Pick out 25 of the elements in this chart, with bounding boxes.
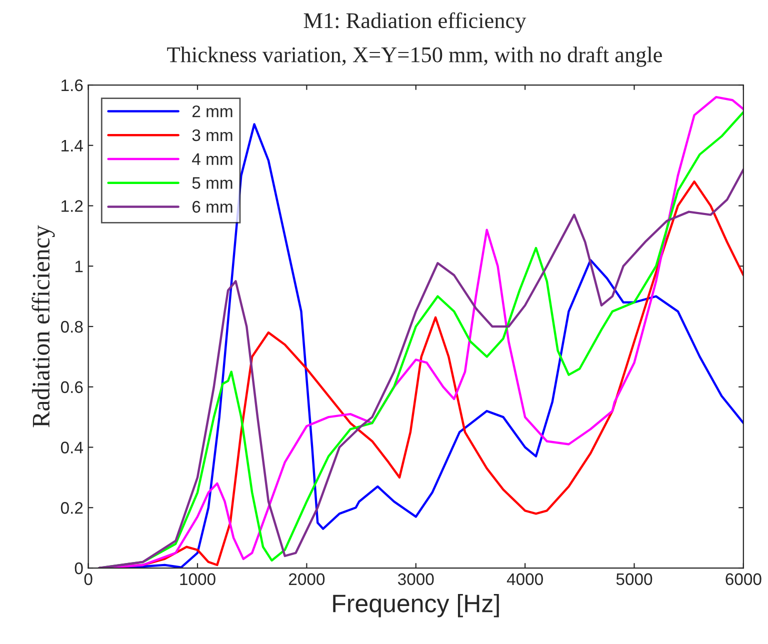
legend-label: 3 mm [192, 129, 232, 142]
legend-label: 4 mm [192, 153, 232, 165]
legend-label: 6 mm [192, 200, 232, 213]
y-tick-label: 1 [75, 260, 83, 272]
chart-subtitle: Thickness variation, X=Y=150 mm, with no draft angle [167, 46, 662, 67]
y-tick-label: 1.6 [62, 79, 83, 92]
x-tick-label: 6000 [726, 573, 762, 586]
x-tick-label: 1000 [180, 573, 216, 586]
legend-label: 2 mm [192, 105, 232, 118]
x-axis-title: Frequency [Hz] [333, 594, 499, 618]
y-tick-label: 0.8 [60, 320, 83, 333]
chart-title: M1: Radiation efficiency [304, 12, 526, 33]
y-tick-label: 1.2 [62, 200, 83, 212]
x-tick-label: 3000 [398, 573, 434, 586]
y-tick-label: 0.2 [60, 502, 83, 514]
x-tick-label: 4000 [506, 573, 543, 586]
y-tick-label: 0 [74, 562, 83, 574]
x-tick-label: 2000 [288, 573, 325, 586]
legend-label: 5 mm [192, 177, 232, 189]
x-tick-label: 5000 [616, 573, 652, 586]
y-axis-title: Radiation efficiency [32, 225, 55, 428]
y-tick-label: 0.6 [60, 381, 83, 394]
y-tick-label: 0.4 [60, 442, 83, 454]
y-tick-label: 1.4 [62, 140, 83, 152]
x-tick-label: 0 [84, 573, 92, 586]
